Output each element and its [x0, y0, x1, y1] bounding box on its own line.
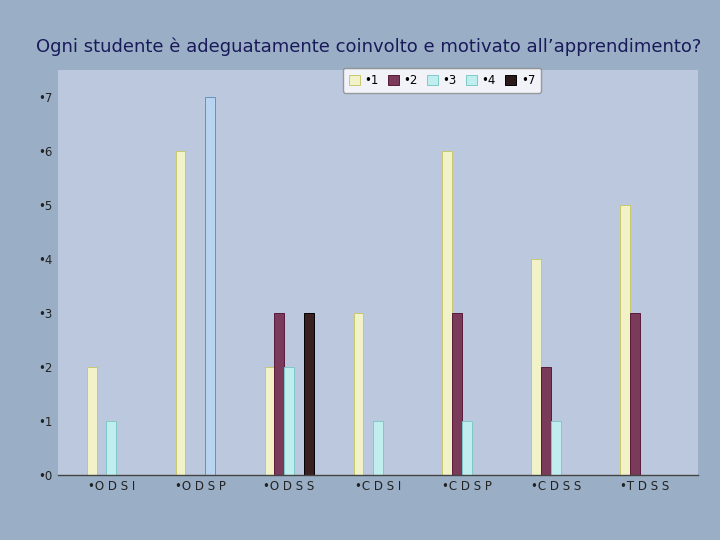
- Bar: [284, 367, 294, 475]
- Bar: [452, 313, 462, 475]
- Bar: [462, 421, 472, 475]
- Bar: [373, 421, 383, 475]
- Bar: [274, 313, 284, 475]
- Bar: [541, 367, 551, 475]
- Bar: [86, 367, 96, 475]
- Bar: [304, 313, 313, 475]
- Bar: [531, 259, 541, 475]
- Bar: [265, 367, 274, 475]
- Bar: [551, 421, 561, 475]
- Bar: [354, 313, 364, 475]
- Bar: [630, 313, 640, 475]
- Bar: [107, 421, 116, 475]
- Bar: [443, 151, 452, 475]
- Legend: •1, •2, •3, •4, •7: •1, •2, •3, •4, •7: [343, 68, 541, 93]
- Text: Ogni studente è adeguatamente coinvolto e motivato all’apprendimento?: Ogni studente è adeguatamente coinvolto …: [36, 38, 701, 56]
- Bar: [621, 205, 630, 475]
- Bar: [176, 151, 186, 475]
- Bar: [205, 97, 215, 475]
